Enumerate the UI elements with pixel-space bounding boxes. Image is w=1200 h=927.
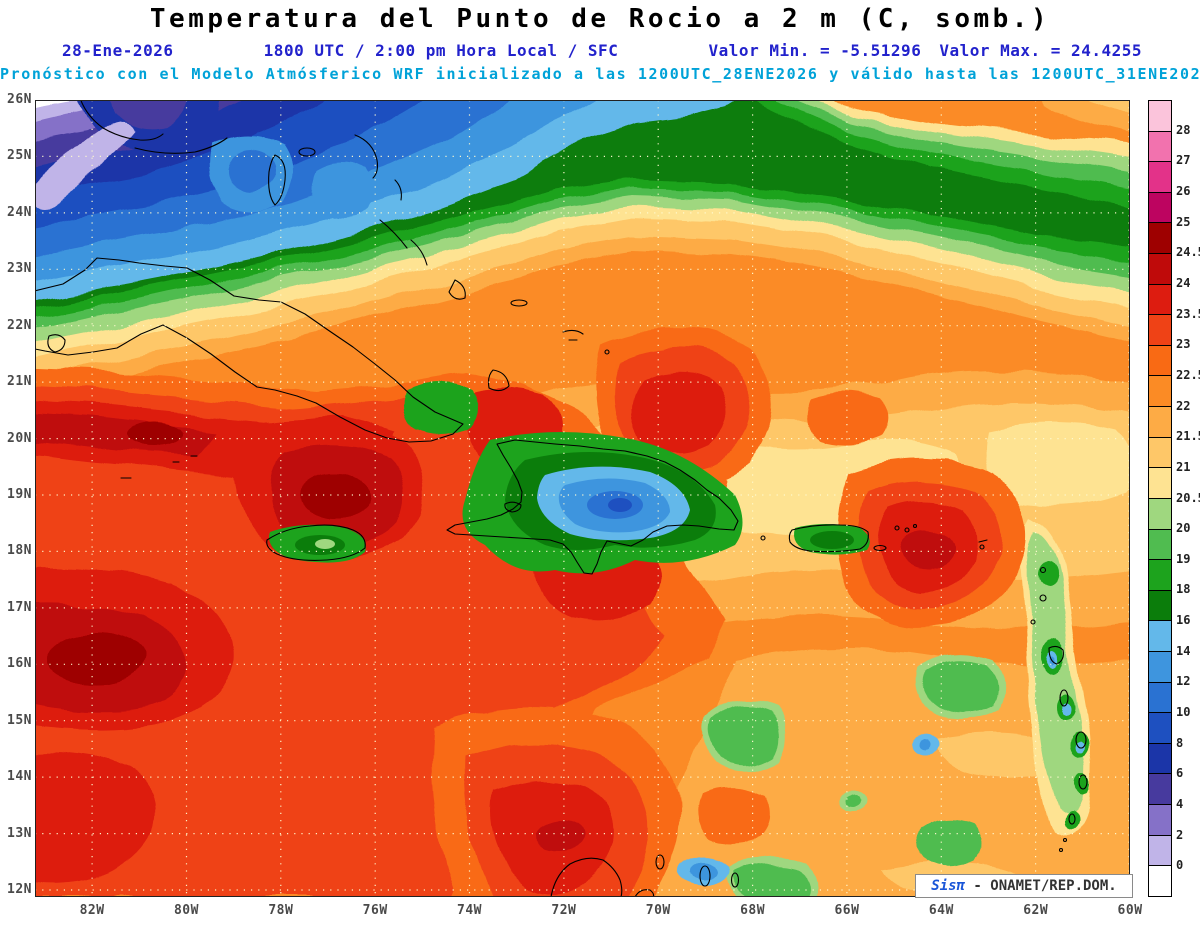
- lat-tick-label: 20N: [7, 430, 32, 446]
- colorbar-tick-label: 18: [1176, 582, 1191, 597]
- value-max-label: Valor Max. = 24.4255: [939, 41, 1142, 60]
- lat-tick-label: 23N: [7, 261, 32, 277]
- page-title: Temperatura del Punto de Rocio a 2 m (C,…: [149, 4, 1051, 34]
- colorbar-tick-label: 21: [1176, 459, 1191, 474]
- lon-tick-label: 80W: [173, 903, 199, 918]
- lon-tick-label: 76W: [362, 903, 388, 918]
- lon-tick-label: 72W: [551, 903, 577, 918]
- lat-tick-label: 15N: [7, 712, 32, 728]
- colorbar-tick-label: 2: [1176, 827, 1184, 842]
- colorbar-segment: [1149, 406, 1171, 437]
- lat-tick-label: 14N: [7, 769, 32, 785]
- colorbar-tick-label: 19: [1176, 551, 1191, 566]
- lon-tick-label: 60W: [1117, 903, 1143, 918]
- lat-tick-label: 16N: [7, 656, 32, 672]
- colorbar-tick-label: 8: [1176, 735, 1184, 750]
- colorbar-tick-label: 6: [1176, 766, 1184, 781]
- colorbar-segment: [1149, 161, 1171, 192]
- colorbar-tick-label: 21.5: [1176, 429, 1200, 444]
- lon-tick-label: 66W: [834, 903, 860, 918]
- colorbar-segment: [1149, 681, 1171, 713]
- island-fill-overlays: [269, 431, 870, 574]
- colorbar-segment: [1149, 101, 1171, 131]
- model-info-line: Pronóstico con el Modelo Atmósferico WRF…: [0, 65, 1200, 83]
- lat-tick-label: 19N: [7, 487, 32, 502]
- colorbar-tick-label: 20.5: [1176, 490, 1200, 505]
- lon-tick-label: 74W: [457, 903, 483, 918]
- colorbar: [1148, 100, 1172, 897]
- hispaniola-coastline: [446, 439, 739, 575]
- map-frame: [35, 100, 1130, 897]
- colorbar-segment: [1149, 773, 1171, 805]
- watermark: Sisπ - ONAMET/REP.DOM.: [915, 874, 1133, 898]
- lat-tick-label: 18N: [7, 543, 32, 559]
- colorbar-tick-label: 4: [1176, 797, 1184, 812]
- colorbar-tick-label: 23: [1176, 337, 1191, 352]
- colorbar-tick-label: 22: [1176, 398, 1191, 413]
- forecast-map: [35, 100, 1130, 897]
- colorbar-segment: [1149, 834, 1171, 866]
- colorbar-tick-label: 25: [1176, 214, 1191, 229]
- colorbar-segment: [1149, 222, 1171, 254]
- watermark-brand: Sisπ: [931, 878, 965, 894]
- colorbar-tick-label: 23.5: [1176, 306, 1200, 321]
- colorbar-segment: [1149, 742, 1171, 774]
- colorbar-segment: [1149, 344, 1171, 376]
- colorbar-segment: [1149, 314, 1171, 345]
- coastlines: [35, 100, 1088, 897]
- colorbar-segment: [1149, 375, 1171, 407]
- lat-tick-label: 12N: [7, 882, 32, 897]
- colorbar-tick-label: 12: [1176, 674, 1191, 689]
- colorbar-segment: [1149, 283, 1171, 315]
- colorbar-segment: [1149, 436, 1171, 468]
- colorbar-segment: [1149, 191, 1171, 223]
- colorbar-tick-label: 0: [1176, 858, 1184, 873]
- colorbar-tick-label: 27: [1176, 153, 1191, 168]
- colorbar-segment: [1149, 620, 1171, 651]
- lat-tick-label: 17N: [7, 599, 32, 615]
- valid-time-line: 28-Ene-2026 1800 UTC / 2:00 pm Hora Loca…: [0, 41, 1200, 60]
- colorbar-tick-label: 24.5: [1176, 245, 1200, 260]
- lon-tick-label: 78W: [268, 903, 294, 918]
- colorbar-tick-label: 24: [1176, 275, 1191, 290]
- valid-time-label: 1800 UTC / 2:00 pm Hora Local / SFC: [263, 41, 619, 60]
- value-min-label: Valor Min. = -5.51296: [708, 41, 922, 60]
- colorbar-tick-label: 16: [1176, 613, 1191, 628]
- extremes-group: Valor Min. = -5.51296 Valor Max. = 24.42…: [709, 41, 1142, 60]
- colorbar-tick-label: 28: [1176, 122, 1191, 137]
- colorbar-tick-label: 22.5: [1176, 367, 1200, 382]
- colorbar-segment: [1149, 712, 1171, 743]
- map-svg: [35, 100, 1130, 897]
- colorbar-tick-label: 26: [1176, 183, 1191, 198]
- colorbar-segment: [1149, 865, 1171, 896]
- run-date-label: 28-Ene-2026: [62, 41, 174, 60]
- lon-tick-label: 70W: [645, 903, 671, 918]
- watermark-org: - ONAMET/REP.DOM.: [965, 878, 1117, 894]
- colorbar-segment: [1149, 497, 1171, 529]
- colorbar-segment: [1149, 467, 1171, 498]
- colorbar-segment: [1149, 528, 1171, 560]
- cuba-coastline: [35, 257, 464, 443]
- colorbar-segment: [1149, 559, 1171, 590]
- lat-tick-label: 24N: [7, 204, 32, 220]
- lat-tick-label: 22N: [7, 317, 32, 333]
- lon-tick-label: 82W: [79, 903, 105, 918]
- lat-tick-label: 13N: [7, 825, 32, 841]
- lon-tick-label: 62W: [1023, 903, 1049, 918]
- colorbar-segment: [1149, 253, 1171, 284]
- colorbar-segment: [1149, 650, 1171, 682]
- lat-tick-label: 21N: [7, 374, 32, 390]
- lon-tick-label: 64W: [928, 903, 954, 918]
- lon-tick-label: 68W: [740, 903, 766, 918]
- lat-tick-label: 25N: [7, 148, 32, 164]
- colorbar-tick-label: 10: [1176, 705, 1191, 720]
- graticule: [35, 100, 1130, 897]
- colorbar-segment: [1149, 804, 1171, 835]
- colorbar-segment: [1149, 130, 1171, 162]
- colorbar-tick-label: 14: [1176, 643, 1191, 658]
- colorbar-segment: [1149, 589, 1171, 621]
- lat-tick-label: 26N: [7, 92, 32, 107]
- colorbar-tick-label: 20: [1176, 521, 1191, 536]
